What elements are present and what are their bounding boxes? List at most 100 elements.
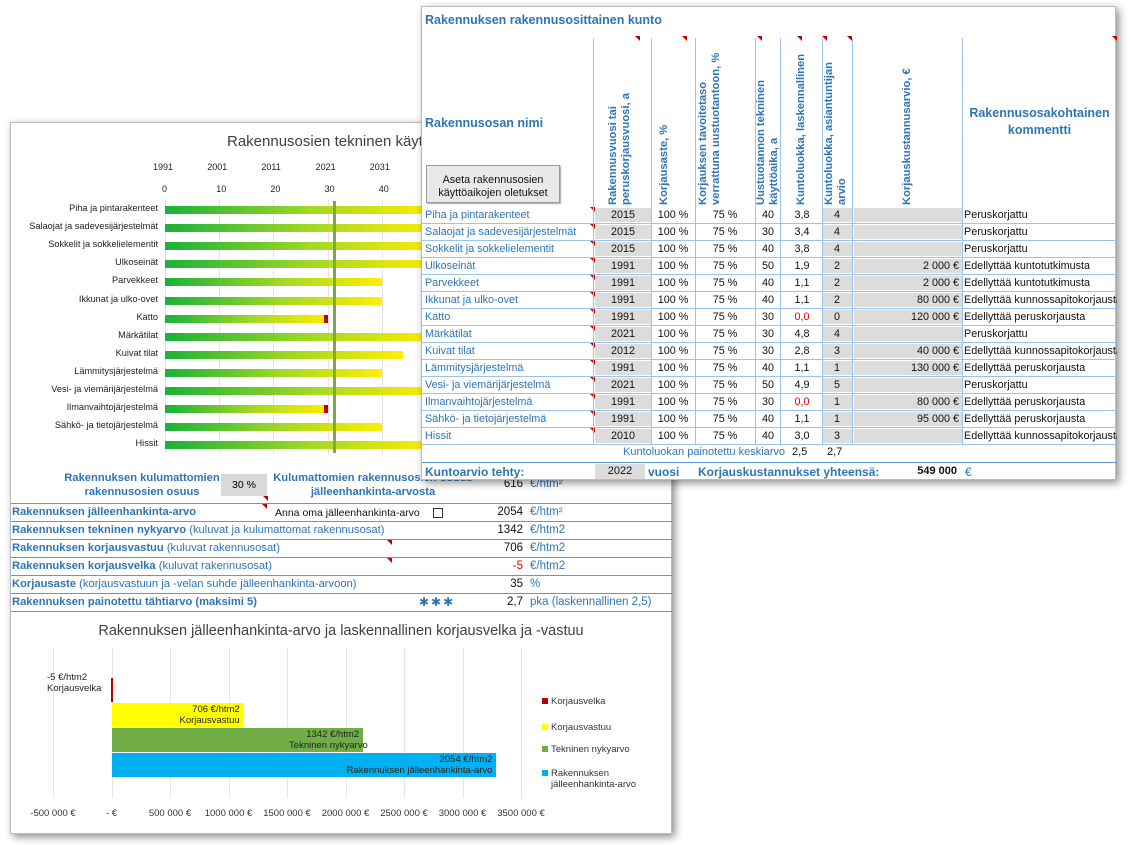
cell-expert[interactable]: 1 — [822, 412, 852, 426]
cell-life[interactable]: 30 — [761, 311, 774, 323]
cell-target[interactable]: 75 % — [712, 260, 738, 272]
cell-comment[interactable]: Peruskorjattu — [964, 209, 1028, 221]
cell-year[interactable]: 2015 — [595, 225, 651, 239]
cell-cond[interactable]: 100 % — [657, 362, 689, 374]
cell-target[interactable]: 75 % — [712, 430, 738, 442]
cell-cond[interactable]: 100 % — [657, 430, 689, 442]
cell-cost[interactable] — [854, 429, 962, 443]
cell-life[interactable]: 40 — [761, 362, 774, 374]
cell-target[interactable]: 75 % — [712, 413, 738, 425]
cell-life[interactable]: 30 — [761, 396, 774, 408]
cell-cost[interactable]: 80 000 € — [854, 395, 962, 409]
cell-cond[interactable]: 100 % — [657, 294, 689, 306]
cell-cond[interactable]: 100 % — [657, 260, 689, 272]
cell-expert[interactable]: 1 — [822, 395, 852, 409]
cell-comment[interactable]: Edellyttää kunnossapitokorjausta — [964, 345, 1117, 357]
cell-year[interactable]: 1991 — [595, 412, 651, 426]
cell-target[interactable]: 75 % — [712, 345, 738, 357]
cell-life[interactable]: 40 — [761, 209, 774, 221]
cell-expert[interactable]: 2 — [822, 276, 852, 290]
cell-life[interactable]: 50 — [761, 260, 774, 272]
cell-expert[interactable]: 2 — [822, 259, 852, 273]
cell-life[interactable]: 40 — [761, 294, 774, 306]
cell-cond[interactable]: 100 % — [657, 413, 689, 425]
cell-cost[interactable] — [854, 378, 962, 392]
cell-comment[interactable]: Edellyttää kuntotutkimusta — [964, 277, 1091, 289]
cell-cost[interactable] — [854, 242, 962, 256]
cell-life[interactable]: 40 — [761, 430, 774, 442]
cell-year[interactable]: 1991 — [595, 259, 651, 273]
cell-cond[interactable]: 100 % — [657, 226, 689, 238]
cell-comment[interactable]: Peruskorjattu — [964, 226, 1028, 238]
cell-target[interactable]: 75 % — [712, 226, 738, 238]
cell-expert[interactable]: 5 — [822, 378, 852, 392]
cell-target[interactable]: 75 % — [712, 311, 738, 323]
assessed-year[interactable]: 2022 — [595, 464, 645, 479]
cell-year[interactable]: 1991 — [595, 276, 651, 290]
cell-life[interactable]: 40 — [761, 243, 774, 255]
cell-expert[interactable]: 4 — [822, 242, 852, 256]
cell-year[interactable]: 2021 — [595, 378, 651, 392]
set-defaults-button[interactable]: Aseta rakennusosien käyttöaikojen oletuk… — [426, 165, 560, 203]
cell-life[interactable]: 30 — [761, 328, 774, 340]
cell-cond[interactable]: 100 % — [657, 345, 689, 357]
cell-comment[interactable]: Edellyttää peruskorjausta — [964, 362, 1086, 374]
cell-expert[interactable]: 4 — [822, 327, 852, 341]
cell-year[interactable]: 2021 — [595, 327, 651, 341]
cell-cost[interactable] — [854, 327, 962, 341]
cell-cond[interactable]: 100 % — [657, 396, 689, 408]
cell-expert[interactable]: 3 — [822, 429, 852, 443]
cell-cond[interactable]: 100 % — [657, 311, 689, 323]
cell-comment[interactable]: Peruskorjattu — [964, 243, 1028, 255]
cell-year[interactable]: 1991 — [595, 293, 651, 307]
cell-expert[interactable]: 1 — [822, 361, 852, 375]
cell-year[interactable]: 2015 — [595, 208, 651, 222]
cell-life[interactable]: 30 — [761, 345, 774, 357]
cell-life[interactable]: 30 — [761, 226, 774, 238]
cell-target[interactable]: 75 % — [712, 243, 738, 255]
cell-comment[interactable]: Edellyttää kunnossapitokorjausta — [964, 430, 1117, 442]
cell-year[interactable]: 1991 — [595, 310, 651, 324]
cell-comment[interactable]: Edellyttää peruskorjausta — [964, 311, 1086, 323]
own-value-checkbox[interactable] — [433, 508, 443, 518]
cell-cost[interactable]: 95 000 € — [854, 412, 962, 426]
cell-year[interactable]: 2012 — [595, 344, 651, 358]
cell-expert[interactable]: 0 — [822, 310, 852, 324]
cell-cond[interactable]: 100 % — [657, 209, 689, 221]
cell-life[interactable]: 40 — [761, 413, 774, 425]
cell-year[interactable]: 1991 — [595, 361, 651, 375]
cell-cost[interactable] — [854, 225, 962, 239]
cell-life[interactable]: 40 — [761, 277, 774, 289]
cell-life[interactable]: 50 — [761, 379, 774, 391]
cell-expert[interactable]: 2 — [822, 293, 852, 307]
cell-cond[interactable]: 100 % — [657, 379, 689, 391]
cell-cost[interactable]: 2 000 € — [854, 259, 962, 273]
cell-cost[interactable]: 40 000 € — [854, 344, 962, 358]
cell-cost[interactable]: 120 000 € — [854, 310, 962, 324]
cell-comment[interactable]: Edellyttää kuntotutkimusta — [964, 260, 1091, 272]
cell-year[interactable]: 1991 — [595, 395, 651, 409]
cell-comment[interactable]: Edellyttää peruskorjausta — [964, 413, 1086, 425]
cell-cost[interactable] — [854, 208, 962, 222]
cell-expert[interactable]: 4 — [822, 208, 852, 222]
cell-target[interactable]: 75 % — [712, 379, 738, 391]
cell-cond[interactable]: 100 % — [657, 277, 689, 289]
cell-year[interactable]: 2010 — [595, 429, 651, 443]
unworn-share-value[interactable]: 30 % — [221, 474, 267, 496]
cell-target[interactable]: 75 % — [712, 277, 738, 289]
cell-expert[interactable]: 4 — [822, 225, 852, 239]
cell-cond[interactable]: 100 % — [657, 243, 689, 255]
cell-target[interactable]: 75 % — [712, 294, 738, 306]
cell-target[interactable]: 75 % — [712, 209, 738, 221]
cell-cost[interactable]: 80 000 € — [854, 293, 962, 307]
cell-cond[interactable]: 100 % — [657, 328, 689, 340]
cell-year[interactable]: 2015 — [595, 242, 651, 256]
cell-comment[interactable]: Edellyttää peruskorjausta — [964, 396, 1086, 408]
cell-target[interactable]: 75 % — [712, 362, 738, 374]
cell-comment[interactable]: Edellyttää kunnossapitokorjausta — [964, 294, 1117, 306]
cell-comment[interactable]: Peruskorjattu — [964, 379, 1028, 391]
cell-comment[interactable]: Peruskorjattu — [964, 328, 1028, 340]
cell-cost[interactable]: 2 000 € — [854, 276, 962, 290]
cell-expert[interactable]: 3 — [822, 344, 852, 358]
cell-target[interactable]: 75 % — [712, 396, 738, 408]
